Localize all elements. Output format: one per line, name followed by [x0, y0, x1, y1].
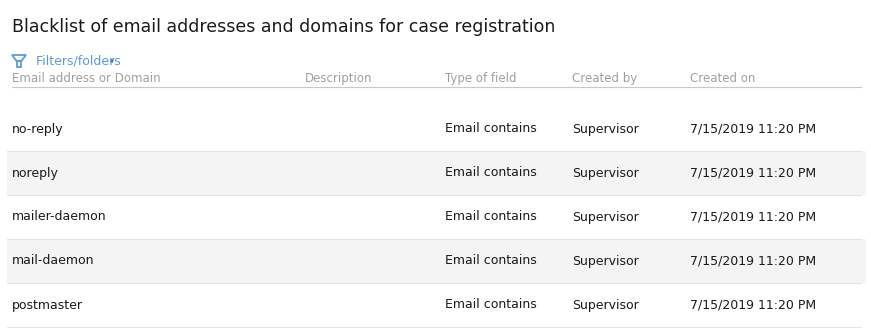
Text: Email contains: Email contains: [445, 123, 537, 135]
Bar: [7, 151, 866, 195]
Text: Type of field: Type of field: [445, 72, 517, 85]
Text: Created by: Created by: [572, 72, 638, 85]
Text: Email contains: Email contains: [445, 167, 537, 179]
Text: Created on: Created on: [690, 72, 755, 85]
Polygon shape: [110, 59, 114, 64]
Text: 7/15/2019 11:20 PM: 7/15/2019 11:20 PM: [690, 123, 816, 135]
Text: 7/15/2019 11:20 PM: 7/15/2019 11:20 PM: [690, 254, 816, 267]
Text: Description: Description: [305, 72, 373, 85]
Text: Supervisor: Supervisor: [572, 167, 638, 179]
Text: Email contains: Email contains: [445, 210, 537, 223]
Text: Supervisor: Supervisor: [572, 123, 638, 135]
Text: Supervisor: Supervisor: [572, 210, 638, 223]
Text: mail-daemon: mail-daemon: [12, 254, 94, 267]
Text: postmaster: postmaster: [12, 298, 83, 311]
Text: noreply: noreply: [12, 167, 59, 179]
Bar: [7, 239, 866, 283]
Text: no-reply: no-reply: [12, 123, 64, 135]
Text: Email contains: Email contains: [445, 254, 537, 267]
Text: 7/15/2019 11:20 PM: 7/15/2019 11:20 PM: [690, 167, 816, 179]
Text: 7/15/2019 11:20 PM: 7/15/2019 11:20 PM: [690, 298, 816, 311]
Text: Supervisor: Supervisor: [572, 298, 638, 311]
Text: Filters/folders: Filters/folders: [32, 55, 121, 68]
Text: Supervisor: Supervisor: [572, 254, 638, 267]
Text: Email contains: Email contains: [445, 298, 537, 311]
Text: mailer-daemon: mailer-daemon: [12, 210, 106, 223]
Text: Email address or Domain: Email address or Domain: [12, 72, 160, 85]
Text: 7/15/2019 11:20 PM: 7/15/2019 11:20 PM: [690, 210, 816, 223]
Text: Blacklist of email addresses and domains for case registration: Blacklist of email addresses and domains…: [12, 18, 556, 36]
